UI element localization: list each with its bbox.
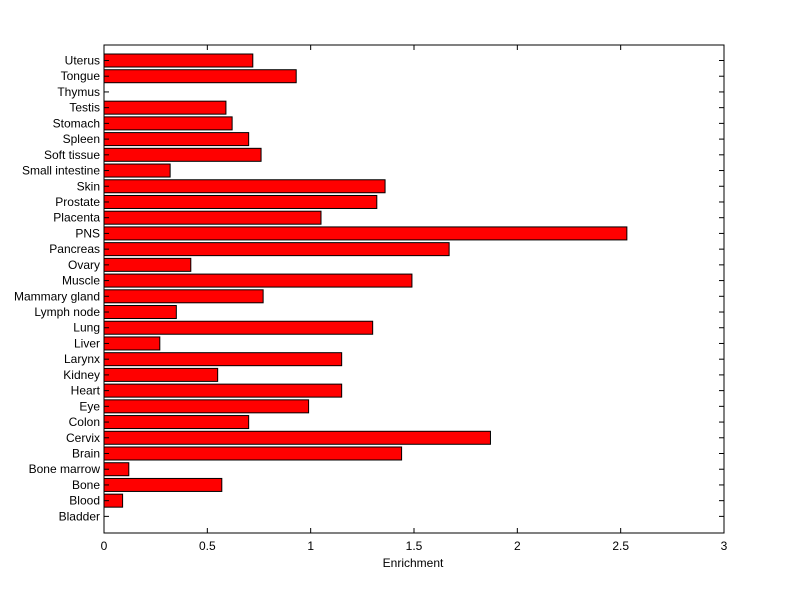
bar-bone bbox=[103, 477, 223, 492]
category-label: Bladder bbox=[59, 509, 100, 523]
x-tick-label: 0.5 bbox=[199, 539, 216, 553]
bar-colon bbox=[103, 415, 250, 430]
bar-eye bbox=[103, 399, 310, 414]
category-label: Mammary gland bbox=[14, 289, 100, 303]
category-label: Pancreas bbox=[49, 242, 100, 256]
x-tick-label: 1.5 bbox=[406, 539, 423, 553]
bar-heart bbox=[103, 383, 343, 398]
x-tick-label: 2.5 bbox=[612, 539, 629, 553]
category-label: Tongue bbox=[61, 69, 101, 83]
x-tick-label: 3 bbox=[721, 539, 728, 553]
category-label: Prostate bbox=[55, 195, 100, 209]
bar-prostate bbox=[103, 194, 378, 209]
category-label: Cervix bbox=[66, 431, 100, 445]
bar-skin bbox=[103, 179, 386, 194]
bar-mammary-gland bbox=[103, 289, 264, 304]
category-label: Blood bbox=[69, 494, 100, 508]
category-label: Muscle bbox=[62, 274, 100, 288]
bar-lung bbox=[103, 320, 374, 335]
bar-pancreas bbox=[103, 242, 450, 257]
bar-uterus bbox=[103, 53, 254, 68]
bar-cervix bbox=[103, 430, 491, 445]
bar-ovary bbox=[103, 257, 192, 272]
bar-pns bbox=[103, 226, 628, 241]
x-tick-label: 2 bbox=[514, 539, 521, 553]
category-label: Kidney bbox=[63, 368, 100, 382]
category-label: Heart bbox=[71, 384, 101, 398]
category-label: Testis bbox=[69, 101, 100, 115]
x-tick-label: 0 bbox=[101, 539, 108, 553]
category-label: Ovary bbox=[68, 258, 100, 272]
x-tick-labels-layer: 0 0.5 1 1.5 2 2.5 3 bbox=[101, 539, 728, 553]
bar-liver bbox=[103, 336, 161, 351]
plot-frame bbox=[103, 44, 725, 534]
category-label: Skin bbox=[77, 179, 100, 193]
bar-stomach bbox=[103, 116, 233, 131]
bar-small-intestine bbox=[103, 163, 171, 178]
category-label: Bone bbox=[72, 478, 100, 492]
category-label: Brain bbox=[72, 447, 100, 461]
category-label: Stomach bbox=[53, 116, 100, 130]
category-label: Eye bbox=[79, 399, 100, 413]
bar-tongue bbox=[103, 69, 297, 84]
bar-lymph-node bbox=[103, 305, 177, 320]
x-axis-label: Enrichment bbox=[383, 556, 444, 570]
category-label: Small intestine bbox=[22, 164, 100, 178]
bar-placenta bbox=[103, 210, 322, 225]
bar-spleen bbox=[103, 132, 250, 147]
bar-kidney bbox=[103, 367, 219, 382]
category-label: Placenta bbox=[53, 211, 100, 225]
x-tick-label: 1 bbox=[307, 539, 314, 553]
category-label: Lung bbox=[73, 321, 100, 335]
bar-testis bbox=[103, 100, 227, 115]
bar-larynx bbox=[103, 352, 343, 367]
category-label: Spleen bbox=[63, 132, 100, 146]
category-label: Colon bbox=[69, 415, 100, 429]
category-label: Liver bbox=[74, 336, 100, 350]
category-label: Soft tissue bbox=[44, 148, 100, 162]
bar-soft-tissue bbox=[103, 147, 262, 162]
category-label: Bone marrow bbox=[29, 462, 101, 476]
bar-muscle bbox=[103, 273, 413, 288]
category-label: Uterus bbox=[65, 54, 100, 68]
category-label: Lymph node bbox=[34, 305, 100, 319]
category-label: PNS bbox=[75, 226, 100, 240]
bar-brain bbox=[103, 446, 403, 461]
category-label: Thymus bbox=[57, 85, 100, 99]
category-label: Larynx bbox=[64, 352, 100, 366]
